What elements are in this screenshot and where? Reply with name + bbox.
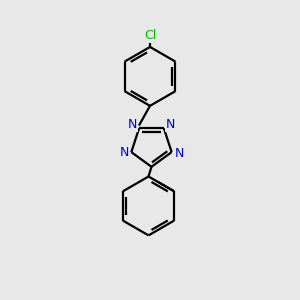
Text: N: N [174,147,184,160]
Text: N: N [166,118,175,131]
Text: N: N [128,118,137,131]
Text: Cl: Cl [144,29,156,42]
Text: N: N [119,146,129,159]
